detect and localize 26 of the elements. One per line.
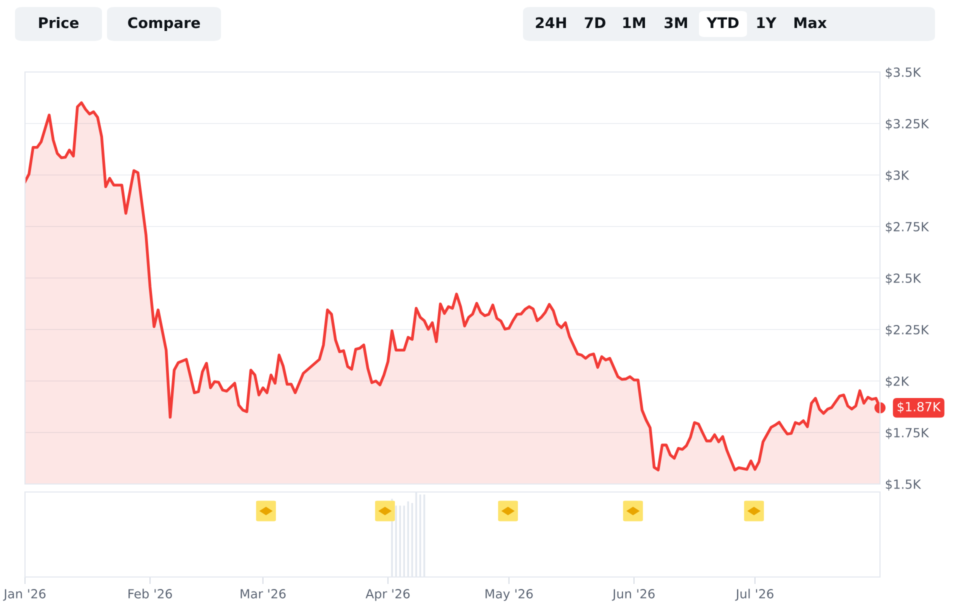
- text: 1Y: [757, 17, 776, 28]
- text: 1M: [623, 17, 645, 28]
- text: Compare: [128, 17, 200, 32]
- x-tick-label: Jun '26: [612, 589, 655, 601]
- y-tick-label: $1.75K: [886, 428, 930, 440]
- y-tick-label: $2.25K: [886, 324, 930, 336]
- x-tick-label: Apr '26: [366, 589, 410, 601]
- text: 7D: [584, 17, 606, 28]
- annotation: $1.87K: [898, 402, 941, 414]
- text: Max: [794, 17, 827, 28]
- y-tick-label: $2.75K: [886, 222, 930, 234]
- x-tick-label: Jul '26: [735, 588, 774, 601]
- text: Price: [39, 16, 78, 28]
- y-tick-label: $3.25K: [886, 118, 930, 130]
- y-tick-label: $1.5K: [886, 479, 922, 491]
- text: YTD: [706, 17, 739, 28]
- y-tick-label: $2.5K: [886, 273, 922, 285]
- x-tick-label: Feb '26: [128, 588, 172, 598]
- x-tick-label: Mar '26: [240, 589, 286, 598]
- text: 24H: [536, 17, 566, 28]
- y-tick-label: $3K: [886, 170, 910, 182]
- x-tick-label: May '26: [486, 589, 533, 601]
- y-tick-label: $2K: [886, 376, 910, 388]
- text: 3M: [664, 17, 687, 28]
- x-tick-label: Jan '26: [3, 589, 46, 601]
- y-tick-label: $3.5K: [886, 67, 922, 79]
